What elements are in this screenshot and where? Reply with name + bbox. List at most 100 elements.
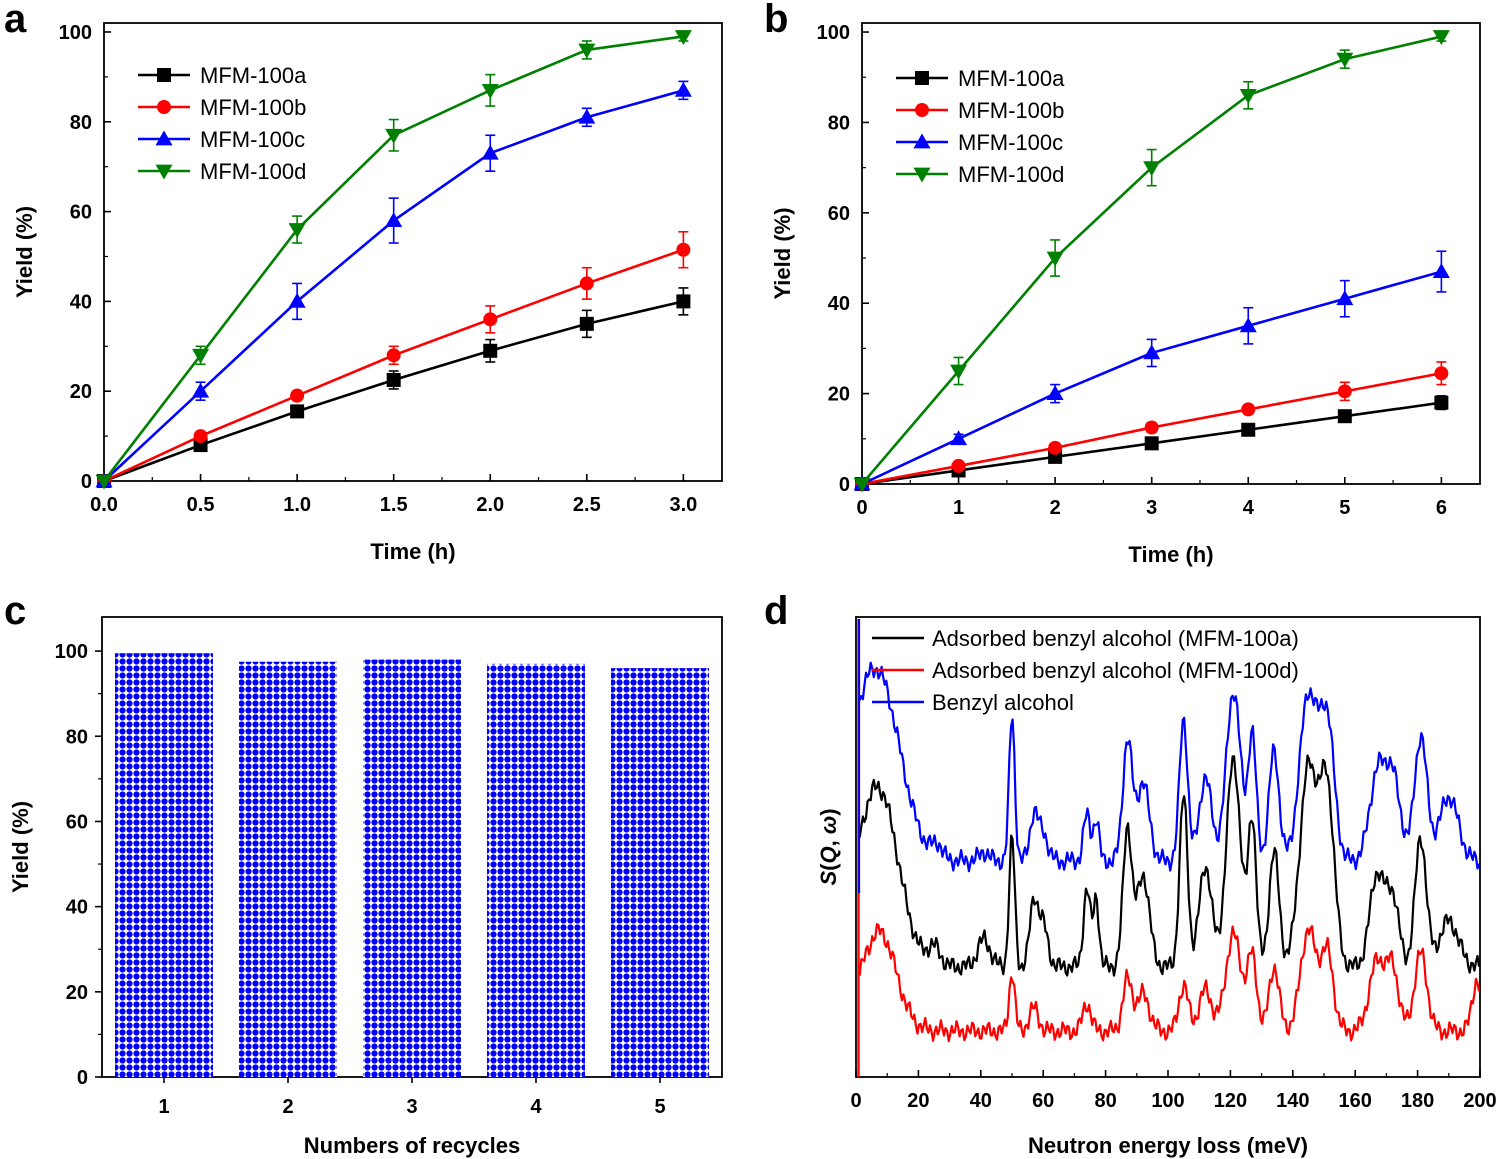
panel-letter-b: b [764,0,788,41]
panel-b-data-point [1432,263,1450,278]
panel-c-bar [611,668,709,1077]
panel-d-x-tick-label: 20 [907,1090,929,1112]
panel-a-data-point [192,382,210,398]
panel-b-legend: MFM-100a MFM-100b MFM-100c MFM-100d [896,66,1065,187]
panel-a-y-tick-label: 40 [70,291,92,313]
panel-a-legend-label: MFM-100d [200,159,306,184]
panel-d-legend-label: Adsorbed benzyl alcohol (MFM-100d) [932,658,1299,683]
panel-a-plot-frame [103,22,723,482]
panel-b-data-point [1241,402,1256,417]
panel-b-y-tick-label: 0 [839,474,850,496]
panel-c-x-tick-label: 4 [530,1096,542,1118]
panel-a-legend-label: MFM-100b [200,95,306,120]
panel-b-data-point [1336,290,1354,306]
panel-d-legend: Adsorbed benzyl alcohol (MFM-100a) Adsorb… [872,626,1299,715]
panel-d-x-tick-label: 80 [1094,1090,1116,1112]
panel-a-data-point [193,429,208,444]
panel-a-data-point [578,108,596,124]
panel-a-data-point [386,372,401,387]
panel-a-series-line [103,300,684,483]
panel-d-y-axis-title-part: Q [816,846,841,863]
panel-c-y-tick-label: 40 [66,897,88,919]
panel-a-y-axis-title: Yield (%) [12,206,37,298]
panel-c-y-tick-label: 60 [66,811,88,833]
panel-b-x-tick-label: 3 [1146,497,1157,519]
panel-c-x-axis-title: Numbers of recycles [304,1133,520,1158]
panel-a-data-point [483,343,498,358]
panel-a-x-tick-label: 1.0 [283,494,311,516]
panel-d-x-tick-label: 140 [1276,1090,1309,1112]
panel-d-x-tick-label: 40 [970,1090,992,1112]
panel-d-plot-frame [855,616,1481,1078]
panel-b-data-point [1046,251,1064,267]
panel-d-x-tick-label: 120 [1214,1090,1247,1112]
panel-d-legend-label: Benzyl alcohol [932,690,1074,715]
panel-d-legend-label: Adsorbed benzyl alcohol (MFM-100a) [932,626,1299,651]
panel-d-series-adsorbed-benzyl-alcohol-mfm-100a [858,754,1481,977]
panel-b-x-axis-title: Time (h) [1128,542,1213,567]
panel-a-data-point [386,348,401,363]
panel-a-legend-marker [155,164,173,180]
panel-b-data-point [1434,366,1449,381]
panel-b-legend-marker [913,133,931,149]
panel-b-series-mfm-100c [853,250,1450,491]
panel-c-bar [239,661,337,1077]
panel-a-x-tick-label: 2.5 [573,494,601,516]
panel-b-data-point [1239,317,1257,333]
panel-a-data-point [676,242,691,257]
panel-b-y-tick-label: 100 [817,22,850,44]
panel-c-x-tick-label: 5 [654,1096,665,1118]
panel-d-x-tick-label: 60 [1032,1090,1054,1112]
panel-a-legend-marker [157,68,171,82]
panel-d-spectrum-chart: 0 20 40 60 80 100 120 140 160 180 200 Neutron energ… [816,616,1497,1158]
panel-b-x-tick-label: 6 [1436,497,1447,519]
panel-a-x-tick-label: 1.5 [380,494,408,516]
panel-c-y-tick-label: 20 [66,982,88,1004]
panel-a-data-point [290,388,305,403]
panel-b-series-line [861,270,1442,486]
panel-b-plot-frame [861,22,1481,485]
panel-b-data-point [1239,88,1257,104]
panel-d-x-tick-label: 160 [1339,1090,1372,1112]
panel-c-bar [487,663,585,1077]
panel-d-spectrum-line [858,754,1481,977]
panel-d-spectrum-line [858,661,1481,873]
panel-a-y-tick-label: 0 [81,471,92,493]
panel-a-data-point [676,294,691,309]
panel-a-series-line [102,35,684,482]
panel-b-data-point [950,430,968,446]
panel-d-y-axis-title: S(Q, ω) [816,808,841,885]
panel-b-x-tick-label: 0 [856,497,867,519]
panel-b-y-tick-label: 80 [828,112,850,134]
panel-d-spectrum-line [858,922,1481,1043]
panel-d-x-tick-label: 100 [1151,1090,1184,1112]
panel-b-data-point [1241,422,1256,437]
panel-b-x-tick-label: 1 [953,497,964,519]
panel-b-series-mfm-100b [855,361,1449,491]
panel-b-x-tick-label: 5 [1339,497,1350,519]
panel-b-legend-label: MFM-100c [958,130,1063,155]
panel-c-x-tick-label: 2 [282,1096,293,1118]
panel-a-data-point [385,212,403,227]
panel-d-y-axis-title-part: , [816,834,841,846]
panel-d-x-tick-label: 0 [850,1090,861,1112]
panel-d-x-axis-title: Neutron energy loss (meV) [1028,1133,1308,1158]
panel-letter-d: d [764,589,788,633]
panel-b-y-tick-label: 20 [828,384,850,406]
panel-a-series-mfm-100d [95,30,692,490]
panel-a-y-tick-label: 60 [70,202,92,224]
panel-a-x-tick-label: 2.0 [476,494,504,516]
panel-a-series-line [103,248,684,483]
panel-a-y-tick-label: 100 [59,22,92,44]
panel-d-series-adsorbed-benzyl-alcohol-mfm-100d [858,922,1481,1043]
panel-a-legend-label: MFM-100c [200,127,305,152]
panel-b-data-point [1143,161,1161,177]
panel-c-y-tick-label: 80 [66,726,88,748]
panel-a-x-tick-label: 0.0 [90,494,118,516]
panel-c-bar [363,659,461,1077]
panel-b-y-tick-label: 40 [828,293,850,315]
panel-b-series-mfm-100d [853,30,1450,493]
panel-d-y-axis-title-part: ( [816,863,841,871]
panel-a-legend-marker [155,130,173,146]
